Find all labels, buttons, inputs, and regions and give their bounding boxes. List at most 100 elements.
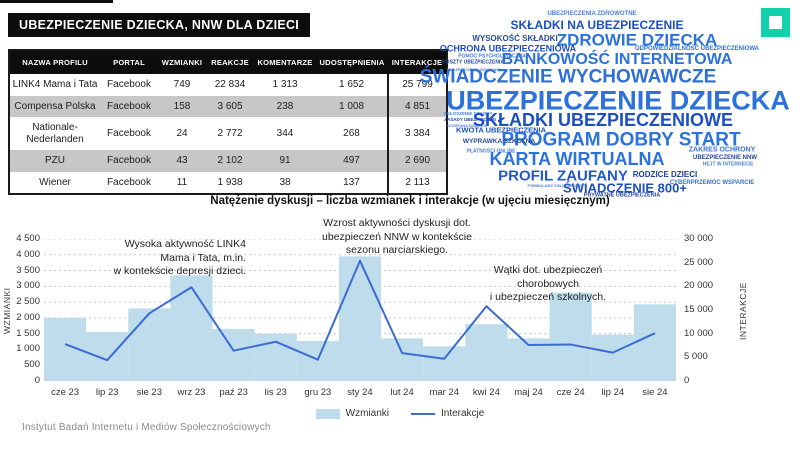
mentions-bar: [170, 275, 213, 381]
wordcloud-term: POMOC PSYCHOLOGICZNA: [458, 53, 526, 60]
x-axis-label: sie 23: [136, 387, 162, 398]
table-cell: Nationale-Nederlanden: [26, 122, 84, 145]
table-row: Wiener Facebook 11 1 938 38 137 2 113: [9, 171, 448, 194]
right-axis-tick: 0: [684, 375, 690, 386]
mentions-bar: [381, 338, 424, 381]
wordcloud-term: WYPRAWKA SZKOLNA: [462, 137, 536, 145]
wordcloud-term: OCHRONA DZIECKA: [447, 123, 487, 128]
left-axis-tick: 500: [24, 359, 40, 371]
table-cell: 2 113: [387, 171, 448, 194]
legend-item: Interakcje: [410, 408, 485, 419]
wordcloud-term: UBEZPIECZENIE DZIECKA: [446, 85, 790, 116]
x-axis-label: sty 24: [347, 387, 373, 398]
table-cell: 238: [276, 100, 294, 112]
right-axis-tick: 15 000: [684, 304, 714, 315]
wordcloud-term: ZGŁOSZENIE SZKODY: [443, 110, 493, 116]
left-axis-tick: 4 500: [16, 233, 40, 244]
table-cell: 137: [343, 176, 360, 188]
column-header: UDOSTĘPNIENIA: [316, 50, 388, 74]
table-cell: 344: [276, 127, 294, 139]
table-cell: 25 799: [387, 74, 448, 96]
table-cell: 24: [176, 127, 188, 139]
chart-annotation-school: Wątki dot. ubezpieczeń chorobowych i ubezp…: [489, 264, 607, 304]
table-cell: 1 938: [217, 176, 243, 188]
table-cell: Facebook: [107, 79, 151, 90]
column-header: PORTAL: [100, 50, 158, 74]
x-axis-label: lut 24: [390, 387, 414, 398]
x-axis-label: cze 23: [51, 387, 80, 398]
x-axis-label: gru 23: [304, 387, 332, 398]
left-axis-tick: 4 000: [16, 248, 40, 260]
wordcloud-term: BANKOWOŚĆ INTERNETOWA: [501, 51, 733, 68]
column-header: REAKCJE: [206, 50, 254, 74]
table-row: LINK4 Mama i Tata Facebook 749 22 834 1 313 1…: [9, 74, 448, 96]
table-row: Compensa Polska Facebook 158 3 605 238 1 008 4…: [9, 95, 448, 117]
chart-plot-area: [44, 239, 676, 381]
wordcloud-term: RODZICE DZIECI: [632, 170, 698, 179]
wordcloud-term: FORMULARZ ZGŁOSZENIOWY: [527, 183, 587, 188]
right-axis-tick: 30 000: [684, 233, 714, 244]
legend-line-swatch: [410, 412, 435, 415]
wordcloud-term: WYSOKOŚĆ SKŁADKI: [472, 34, 558, 43]
left-axis-tick: 3 000: [16, 280, 40, 292]
table-cell: 158: [173, 100, 191, 112]
wordcloud-term: PRYWATNE UBEZPIECZENIA: [583, 192, 661, 199]
table-cell: 4 851: [387, 95, 448, 117]
wordcloud-term: ŚWIADCZENIE WYCHOWAWCZE: [419, 66, 717, 88]
x-axis-label: kwi 24: [472, 387, 500, 398]
mentions-bar: [423, 346, 466, 381]
wordcloud-term: PROFIL ZAUFANY: [498, 167, 628, 185]
top-edge-strip: [0, 0, 113, 3]
wordcloud-term: UBEZPIECZENIE SZKOLNE: [446, 67, 500, 72]
table-header-row: NAZWA PROFILU PORTAL WZMIANKI REAKCJE KOMENT…: [9, 50, 447, 74]
mentions-bar: [212, 328, 255, 381]
wordcloud-term: CYBERPRZEMOC WSPARCIE: [669, 180, 755, 186]
table-cell: LINK4 Mama i Tata: [12, 79, 98, 90]
legend-label: Interakcje: [440, 408, 485, 419]
table-cell: 2 102: [217, 155, 243, 166]
brand-logo-icon: [761, 8, 790, 37]
x-axis-label: mar 24: [429, 387, 460, 398]
x-axis-label: lis 23: [264, 387, 287, 398]
table-cell: Facebook: [107, 100, 151, 112]
table-cell: 268: [343, 127, 360, 139]
wordcloud-term: ZAKRES OCHRONY: [688, 146, 756, 154]
chart-title: Natężenie dyskusji – liczba wzmianek i i…: [210, 195, 610, 207]
table-cell: 38: [279, 176, 291, 188]
table-row: Nationale-Nederlanden Facebook 24 2 772 344 2…: [9, 117, 448, 150]
wordcloud-term: KARTA WIRTUALNA: [489, 149, 665, 169]
wordcloud-term: ŚWIADCZENIE 800+: [563, 180, 687, 196]
mentions-bar: [86, 332, 129, 381]
wordcloud-term: ZDROWIE DZIECKA: [556, 30, 718, 50]
table-cell: 22 834: [214, 79, 246, 90]
right-axis-tick: 10 000: [684, 327, 714, 339]
left-axis-tick: 1 500: [16, 327, 40, 339]
wordcloud-term: PROGRAM DOBRY START: [501, 129, 741, 151]
table-cell: 1 008: [338, 100, 365, 112]
right-axis-tick: 25 000: [684, 256, 714, 268]
word-cloud: UBEZPIECZENIA ZDROWOTNE SKŁADKI NA UBEZPI…: [420, 2, 800, 199]
x-axis-label: lip 23: [95, 387, 119, 398]
table-cell: 1 652: [338, 79, 365, 90]
wordcloud-term: UBEZPIECZENIA ZDROWOTNE: [547, 11, 637, 17]
table-cell: Facebook: [107, 176, 151, 188]
table-cell: 497: [343, 155, 360, 166]
table-cell: PZU: [45, 155, 65, 166]
right-axis-tick: 20 000: [684, 280, 714, 292]
legend-label: Wzmianki: [345, 408, 389, 419]
mentions-bar: [128, 308, 171, 381]
column-header: WZMIANKI: [158, 50, 206, 74]
table-cell: 2 772: [217, 127, 243, 139]
left-axis-tick: 1 000: [16, 343, 40, 355]
chart-annotation-nnw: Wzrost aktywności dyskusji dot. ubezpiecz…: [322, 217, 472, 257]
mentions-bar: [549, 292, 592, 381]
x-axis-label: paź 23: [219, 387, 248, 398]
table-cell: 43: [176, 155, 188, 166]
left-axis-tick: 2 500: [16, 296, 40, 308]
footer-credit: Instytut Badań Internetu i Mediów Społec…: [22, 422, 271, 433]
chart-legend: Wzmianki Interakcje: [200, 408, 600, 419]
table-cell: Facebook: [107, 127, 151, 139]
x-axis-label: lip 24: [601, 387, 625, 398]
wordcloud-term: SKŁADKI UBEZPIECZENIOWE: [472, 110, 734, 130]
